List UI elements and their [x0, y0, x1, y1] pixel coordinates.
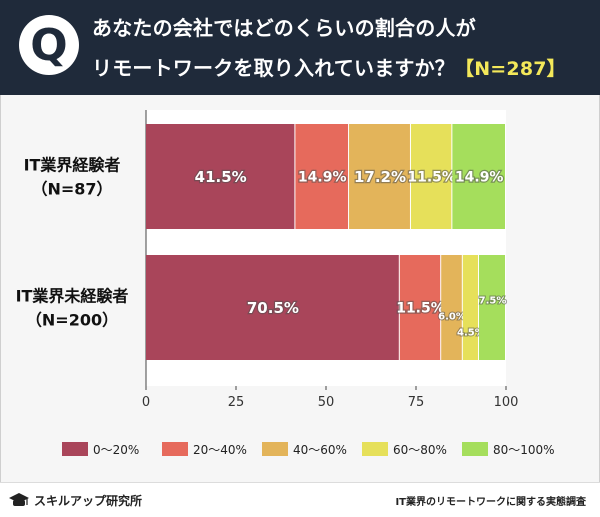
bar-segment [452, 124, 505, 229]
q-letter: Q [30, 20, 67, 71]
bar-data-label: 70.5% [247, 299, 299, 317]
legend-swatch [262, 442, 288, 456]
bar-segment [349, 124, 410, 229]
bar-segment [441, 255, 462, 360]
bar-segment [295, 124, 349, 229]
bar-data-label: 11.5% [407, 170, 456, 186]
legend-label: 20～40% [193, 443, 247, 457]
bar-data-label: 17.2% [354, 168, 406, 186]
footer: スキルアップ研究所 IT業界のリモートワークに関する実態調査 [0, 482, 600, 517]
legend-label: 0～20% [93, 443, 139, 457]
question-line-2: リモートワークを取り入れていますか？【N=287】 [92, 52, 566, 81]
category-sample-label: （N=87） [31, 180, 112, 199]
brand-name: スキルアップ研究所 [34, 494, 143, 508]
x-tick-label: 0 [142, 395, 150, 410]
question-line-2-text: リモートワークを取り入れていますか？ [92, 56, 455, 80]
bar-data-label: 11.5% [396, 301, 445, 317]
legend-label: 60～80% [393, 443, 447, 457]
bar-data-label: 7.5% [479, 296, 507, 307]
bar-segment [146, 255, 399, 360]
x-tick-label: 75 [408, 395, 425, 410]
legend-label: 80～100% [493, 443, 555, 457]
bar-data-label: 6.0% [438, 312, 466, 323]
bar-data-label: 14.9% [455, 170, 504, 186]
x-tick-label: 50 [318, 395, 335, 410]
legend-swatch [162, 442, 188, 456]
x-tick-label: 100 [494, 395, 519, 410]
category-label: IT業界未経験者 [16, 287, 129, 306]
source-caption: IT業界のリモートワークに関する実態調査 [395, 497, 586, 508]
legend-label: 40～60% [293, 443, 347, 457]
bar-segment [146, 124, 295, 229]
graduation-cap-icon [9, 493, 29, 506]
sample-size-badge: 【N=287】 [455, 58, 566, 80]
x-tick-label: 25 [228, 395, 245, 410]
bar-data-label: 41.5% [195, 168, 247, 186]
legend-swatch [62, 442, 88, 456]
category-label: IT業界経験者 [24, 156, 121, 175]
bar-data-label: 14.9% [298, 170, 347, 186]
question-line-1: あなたの会社ではどのくらいの割合の人が [92, 16, 476, 40]
bar-segment [399, 255, 441, 360]
category-sample-label: （N=200） [26, 311, 118, 330]
bar-segment [410, 124, 452, 229]
legend-swatch [462, 442, 488, 456]
bar-data-label: 4.5% [457, 328, 485, 339]
legend-swatch [362, 442, 388, 456]
bar-segment [462, 255, 478, 360]
q-badge-icon: Q [19, 15, 79, 75]
bar-segment [479, 255, 505, 360]
question-header: Q あなたの会社ではどのくらいの割合の人が リモートワークを取り入れていますか？… [0, 0, 600, 95]
